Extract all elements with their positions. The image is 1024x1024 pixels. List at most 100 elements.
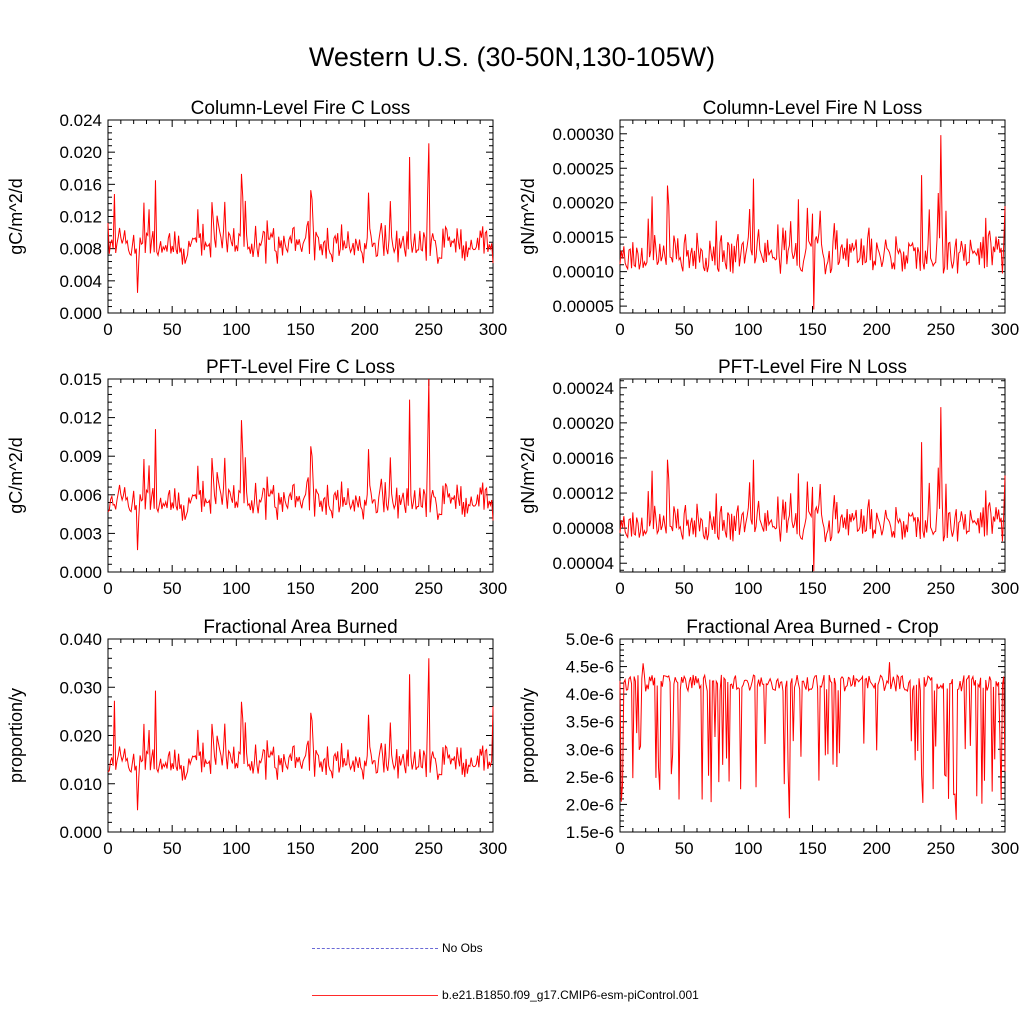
plot-frame-3: [619, 378, 1006, 573]
x-tick-label-5: 50: [675, 839, 694, 858]
x-tick-label-2: 100: [222, 579, 250, 598]
plot-frame-4: [107, 638, 494, 833]
y-axis-label-3: gN/m^2/d: [518, 437, 538, 513]
y-tick-label-2: 0.006: [59, 486, 102, 505]
y-tick-label-0: 0.024: [59, 111, 102, 130]
x-tick-label-0: 100: [222, 320, 250, 339]
x-tick-label-5: 250: [927, 839, 955, 858]
x-tick-label-3: 250: [927, 579, 955, 598]
x-tick-label-2: 0: [103, 579, 112, 598]
y-tick-label-3: 0.00008: [553, 519, 614, 538]
y-tick-label-4: 0.040: [59, 630, 102, 649]
x-tick-label-4: 250: [415, 839, 443, 858]
x-tick-label-1: 0: [615, 320, 624, 339]
y-tick-label-3: 0.00020: [553, 414, 614, 433]
x-tick-label-4: 200: [350, 839, 378, 858]
x-tick-label-2: 200: [350, 579, 378, 598]
x-tick-label-4: 300: [479, 839, 507, 858]
panel-title-3: PFT-Level Fire N Loss: [718, 357, 907, 378]
y-tick-label-0: 0.008: [59, 240, 102, 259]
y-tick-label-2: 0.015: [59, 370, 102, 389]
figure-title: Western U.S. (30-50N,130-105W): [308, 42, 716, 72]
panel-title-4: Fractional Area Burned: [203, 617, 397, 638]
y-tick-label-5: 4.0e-6: [566, 685, 614, 704]
legend-swatch-dashed: [312, 948, 438, 950]
y-axis-label-4: proportion/y: [6, 688, 26, 783]
x-tick-label-3: 100: [734, 579, 762, 598]
x-tick-label-3: 200: [862, 579, 890, 598]
x-tick-label-0: 50: [163, 320, 182, 339]
x-tick-label-2: 300: [479, 579, 507, 598]
panel-title-2: PFT-Level Fire C Loss: [206, 357, 395, 378]
x-tick-label-5: 200: [862, 839, 890, 858]
y-tick-label-2: 0.009: [59, 447, 102, 466]
y-tick-label-5: 3.5e-6: [566, 713, 614, 732]
x-tick-label-1: 100: [734, 320, 762, 339]
panel-title-0: Column-Level Fire C Loss: [191, 98, 411, 119]
x-tick-label-5: 100: [734, 839, 762, 858]
y-tick-label-0: 0.020: [59, 143, 102, 162]
x-tick-label-0: 150: [286, 320, 314, 339]
legend-label-run: b.e21.B1850.f09_g17.CMIP6-esm-piControl.…: [442, 988, 699, 1002]
x-tick-label-3: 150: [798, 579, 826, 598]
x-tick-label-0: 300: [479, 320, 507, 339]
panel-title-5: Fractional Area Burned - Crop: [686, 617, 938, 638]
x-tick-label-1: 200: [862, 320, 890, 339]
series-line-0-0: [107, 143, 494, 293]
x-tick-label-1: 150: [798, 320, 826, 339]
x-tick-label-4: 150: [286, 839, 314, 858]
x-tick-label-2: 250: [415, 579, 443, 598]
x-tick-label-0: 0: [103, 320, 112, 339]
y-tick-label-2: 0.003: [59, 524, 102, 543]
x-tick-label-3: 50: [675, 579, 694, 598]
legend-label-no-obs: No Obs: [442, 941, 483, 955]
x-tick-label-4: 0: [103, 839, 112, 858]
x-tick-label-0: 200: [350, 320, 378, 339]
y-tick-label-4: 0.010: [59, 775, 102, 794]
plot-frame-5: [619, 638, 1006, 833]
y-tick-label-5: 2.5e-6: [566, 768, 614, 787]
y-tick-label-3: 0.00012: [553, 484, 614, 503]
series-line-4-0: [107, 658, 494, 811]
y-tick-label-3: 0.00004: [553, 554, 614, 573]
y-tick-label-4: 0.020: [59, 727, 102, 746]
y-tick-label-5: 3.0e-6: [566, 740, 614, 759]
legend-entry-no-obs: No Obs: [312, 941, 483, 955]
x-tick-label-0: 250: [415, 320, 443, 339]
x-tick-label-1: 300: [991, 320, 1019, 339]
x-tick-label-1: 50: [675, 320, 694, 339]
plot-frame-0: [107, 119, 494, 314]
y-tick-label-5: 2.0e-6: [566, 795, 614, 814]
y-tick-label-1: 0.00030: [553, 125, 614, 144]
y-tick-label-1: 0.00015: [553, 228, 614, 247]
y-axis-label-0: gC/m^2/d: [6, 178, 26, 254]
y-tick-label-2: 0.000: [59, 563, 102, 582]
x-tick-label-3: 300: [991, 579, 1019, 598]
y-tick-label-0: 0.000: [59, 304, 102, 323]
y-tick-label-5: 5.0e-6: [566, 630, 614, 649]
y-tick-label-0: 0.012: [59, 208, 102, 227]
x-tick-label-4: 50: [163, 839, 182, 858]
y-tick-label-5: 4.5e-6: [566, 658, 614, 677]
y-tick-label-0: 0.016: [59, 175, 102, 194]
x-tick-label-4: 100: [222, 839, 250, 858]
y-tick-label-2: 0.012: [59, 409, 102, 428]
series-line-3-0: [619, 407, 1006, 572]
series-line-5-0: [619, 662, 1006, 820]
y-tick-label-3: 0.00016: [553, 449, 614, 468]
y-tick-label-1: 0.00010: [553, 263, 614, 282]
y-tick-label-3: 0.00024: [553, 379, 614, 398]
y-tick-label-4: 0.000: [59, 823, 102, 842]
y-tick-label-1: 0.00025: [553, 159, 614, 178]
plot-frame-2: [107, 378, 494, 573]
legend-swatch-solid: [312, 995, 438, 997]
x-tick-label-2: 50: [163, 579, 182, 598]
y-axis-label-5: proportion/y: [518, 688, 538, 783]
y-tick-label-1: 0.00005: [553, 297, 614, 316]
y-tick-label-4: 0.030: [59, 678, 102, 697]
x-tick-label-5: 0: [615, 839, 624, 858]
legend-entry-run: b.e21.B1850.f09_g17.CMIP6-esm-piControl.…: [312, 988, 699, 1002]
panel-title-1: Column-Level Fire N Loss: [703, 98, 923, 119]
x-tick-label-3: 0: [615, 579, 624, 598]
